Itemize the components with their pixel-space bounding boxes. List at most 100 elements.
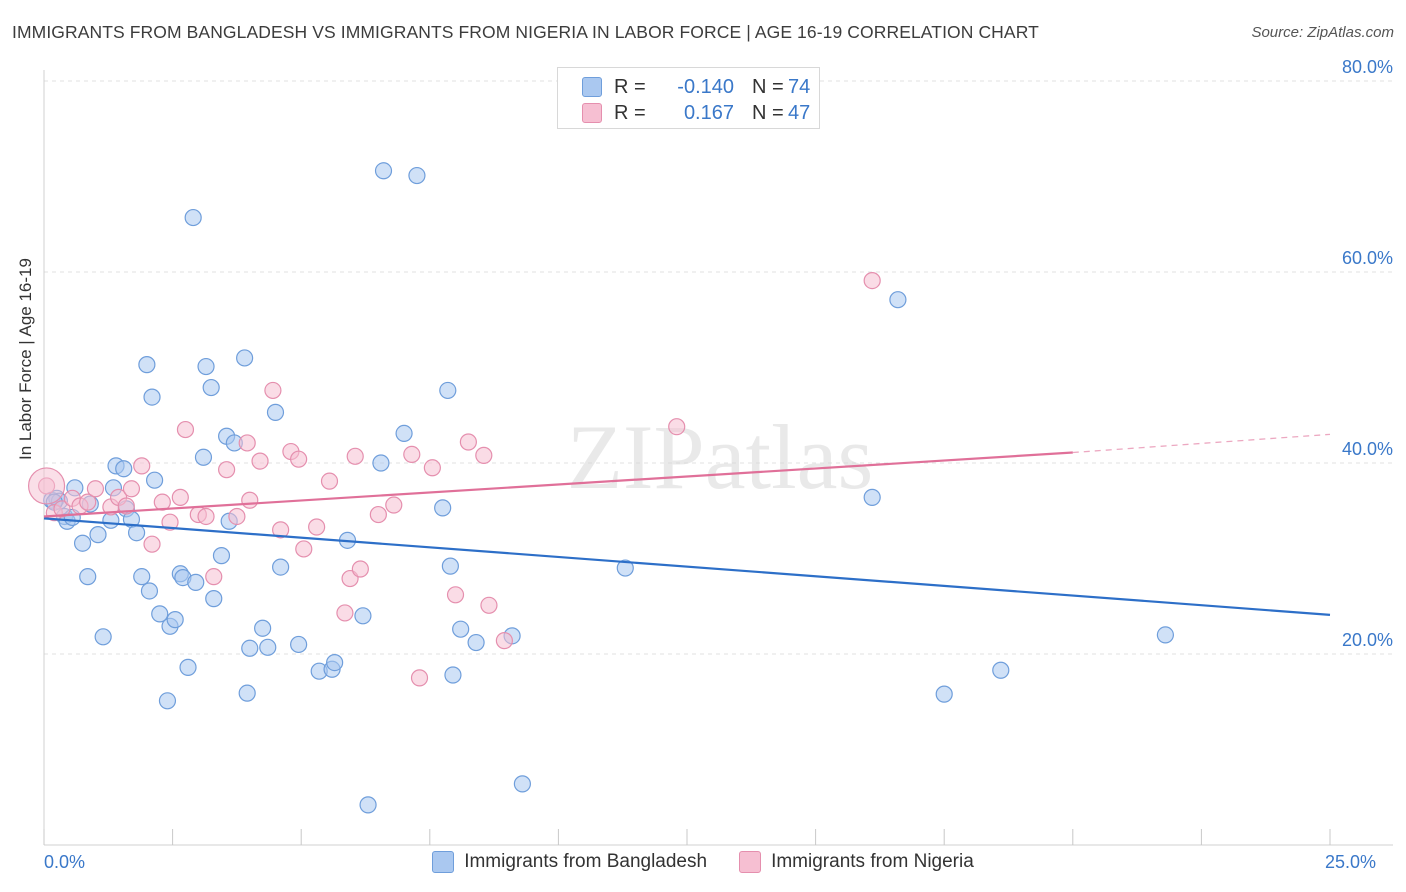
- x-tick-label-min: 0.0%: [44, 852, 86, 872]
- nigeria-point: [218, 461, 236, 479]
- bangladesh-point: [272, 558, 290, 576]
- bangladesh-point: [133, 568, 151, 586]
- bangladesh-point: [616, 559, 634, 577]
- bangladesh-point: [179, 658, 197, 676]
- nigeria-point: [86, 480, 105, 498]
- nigeria-point: [79, 493, 97, 511]
- nigeria-point: [423, 459, 441, 477]
- bangladesh-point: [354, 607, 372, 625]
- n-label: N =: [752, 75, 784, 98]
- source-label: Source: ZipAtlas.com: [1251, 24, 1394, 41]
- bangladesh-point: [212, 547, 231, 565]
- bangladesh-point: [441, 557, 459, 575]
- nigeria-point: [117, 497, 135, 515]
- nigeria-point-large: [27, 467, 66, 505]
- bangladesh-point: [513, 775, 531, 793]
- bangladesh-point: [115, 460, 133, 478]
- nigeria-point: [176, 420, 195, 439]
- stats-row-nigeria: R = 0.167 N = 47: [582, 101, 810, 125]
- nigeria-point: [320, 472, 339, 490]
- bangladesh-point: [94, 628, 112, 646]
- y-axis-label: In Labor Force | Age 16-19: [16, 258, 35, 460]
- bangladesh-point: [187, 573, 205, 591]
- bangladesh-point: [127, 524, 146, 542]
- nigeria-point: [480, 596, 498, 614]
- bangladesh-point: [266, 403, 285, 421]
- bangladesh-point: [184, 208, 202, 227]
- r-label: R =: [614, 75, 646, 98]
- x-tick-label-max: 25.0%: [1325, 852, 1377, 872]
- bangladesh-point: [236, 349, 254, 367]
- nigeria-trendline: [43, 451, 1073, 518]
- nigeria-point: [336, 604, 354, 622]
- nigeria-swatch: [582, 103, 602, 123]
- nigeria-point: [351, 560, 369, 578]
- n-label: N =: [752, 101, 784, 124]
- bangladesh-point: [452, 620, 470, 638]
- nigeria-point: [171, 488, 189, 506]
- y-tick-label: 80.0%: [1342, 57, 1393, 77]
- bangladesh-point: [166, 611, 184, 629]
- nigeria-point: [228, 507, 246, 526]
- nigeria-point: [143, 535, 161, 553]
- bangladesh-point: [254, 619, 272, 637]
- bangladesh-point: [372, 454, 390, 472]
- bangladesh-trendline: [43, 517, 1331, 616]
- y-tick-labels: 20.0% 40.0% 60.0% 80.0%: [1342, 57, 1393, 650]
- stats-row-bangladesh: R = -0.140 N = 74: [582, 75, 810, 99]
- bangladesh-point: [326, 653, 344, 672]
- n-value: 74: [788, 75, 811, 98]
- bangladesh-point: [889, 291, 907, 309]
- series-legend: Immigrants from Bangladesh Immigrants fr…: [0, 851, 1406, 873]
- bangladesh-point: [992, 661, 1010, 679]
- n-value: 47: [788, 101, 811, 124]
- bangladesh-point: [444, 666, 462, 684]
- bangladesh-point: [79, 568, 97, 586]
- r-label: R =: [614, 101, 646, 124]
- nigeria-point: [446, 586, 465, 604]
- bangladesh-point: [143, 388, 161, 406]
- nigeria-point: [264, 381, 282, 400]
- bangladesh-point: [439, 381, 457, 400]
- bangladesh-point: [241, 639, 259, 657]
- bangladesh-point: [73, 534, 92, 552]
- nigeria-point: [863, 271, 881, 290]
- legend-item-bangladesh[interactable]: Immigrants from Bangladesh: [432, 851, 707, 873]
- nigeria-point: [369, 505, 387, 524]
- bangladesh-point: [238, 684, 256, 702]
- legend-label: Immigrants from Bangladesh: [464, 851, 708, 872]
- bangladesh-point: [158, 692, 177, 710]
- legend-item-nigeria[interactable]: Immigrants from Nigeria: [739, 851, 974, 873]
- nigeria-point: [241, 491, 259, 509]
- y-tick-label: 40.0%: [1342, 439, 1393, 459]
- nigeria-point: [197, 507, 215, 526]
- bangladesh-legend-swatch: [432, 851, 455, 873]
- bangladesh-point: [434, 499, 452, 517]
- nigeria-point: [475, 446, 493, 464]
- nigeria-point: [459, 433, 477, 451]
- bangladesh-swatch: [582, 77, 602, 97]
- nigeria-point: [308, 518, 326, 536]
- nigeria-point: [122, 480, 141, 498]
- nigeria-trendline-extension: [1072, 433, 1331, 454]
- nigeria-point: [238, 434, 256, 452]
- nigeria-point: [410, 669, 429, 687]
- trendlines: [43, 433, 1331, 616]
- bangladesh-point: [290, 635, 308, 654]
- nigeria-point: [53, 500, 71, 518]
- nigeria-point: [161, 513, 179, 531]
- nigeria-point: [385, 496, 403, 514]
- bangladesh-point: [935, 685, 953, 703]
- bangladesh-point: [408, 166, 426, 185]
- bangladesh-point: [359, 796, 377, 814]
- bangladesh-point: [205, 590, 223, 608]
- bangladesh-point: [395, 424, 413, 442]
- bangladesh-point: [138, 356, 156, 374]
- watermark: ZIPatlas: [567, 406, 874, 508]
- bangladesh-point: [1156, 626, 1174, 644]
- r-value: -0.140: [677, 75, 734, 98]
- bangladesh-point: [145, 471, 164, 489]
- nigeria-point: [272, 521, 290, 539]
- nigeria-point: [133, 457, 151, 475]
- bangladesh-point: [151, 605, 169, 623]
